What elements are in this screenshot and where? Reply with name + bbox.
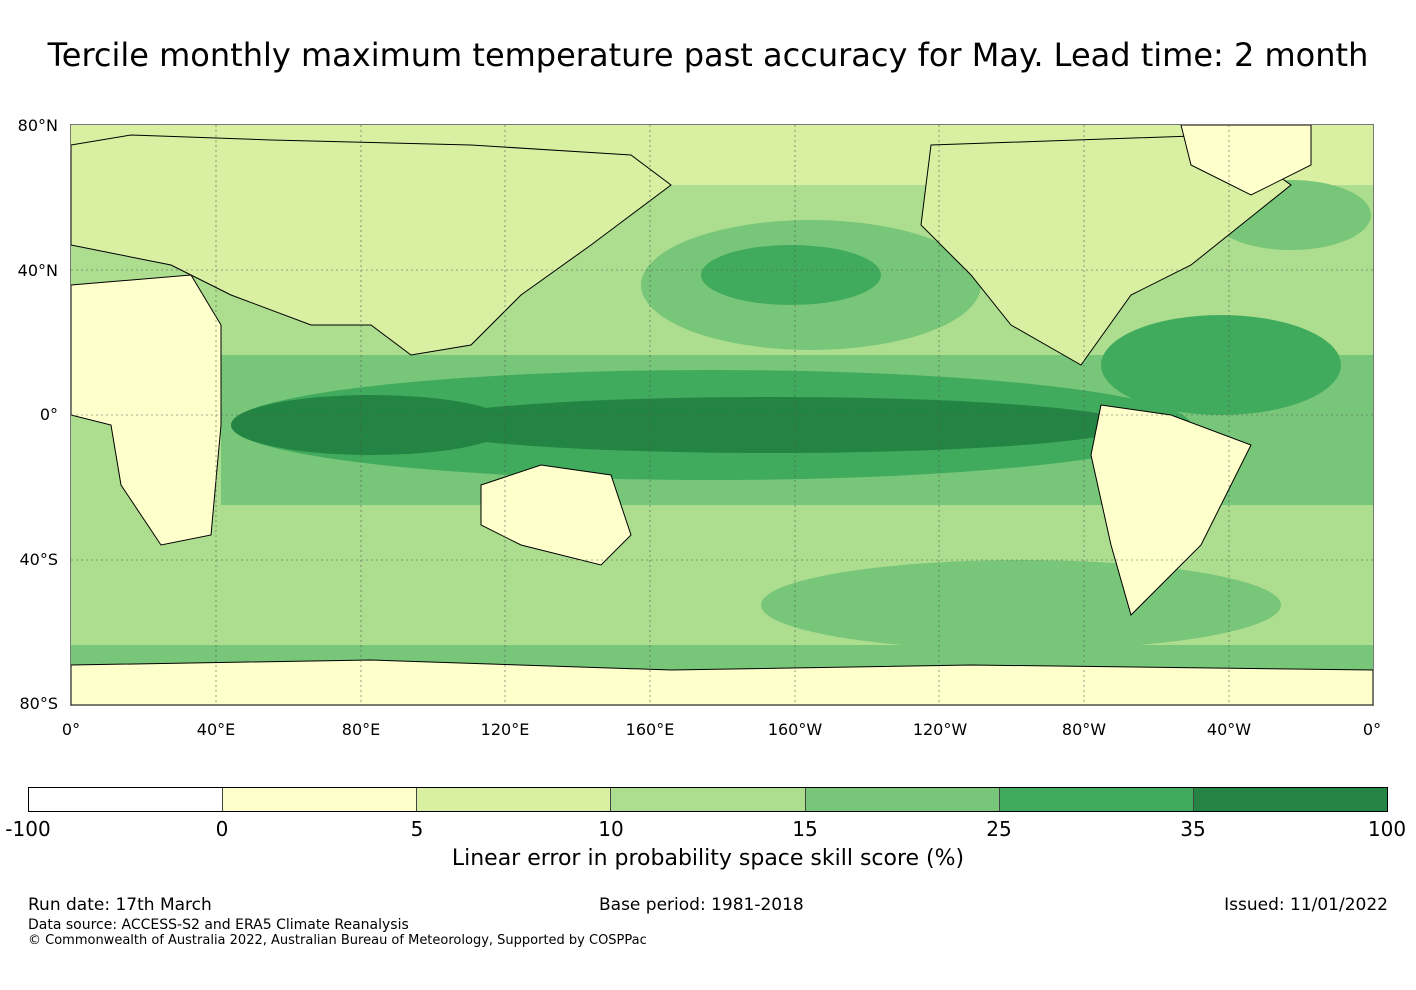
- copyright: © Commonwealth of Australia 2022, Austra…: [28, 933, 647, 948]
- lon-label-40e: 40°E: [196, 720, 236, 739]
- skill-map-canvas: [71, 125, 1373, 705]
- data-source: Data source: ACCESS-S2 and ERA5 Climate …: [28, 917, 409, 933]
- lon-label-80w: 80°W: [1061, 720, 1107, 739]
- colorbar-tick: 100: [1367, 817, 1407, 841]
- lon-label-160e: 160°E: [625, 720, 675, 739]
- colorbar-segment: [998, 788, 1193, 811]
- lon-label-120e: 120°E: [480, 720, 530, 739]
- base-period: Base period: 1981-2018: [599, 895, 804, 915]
- issued-date: Issued: 11/01/2022: [1224, 895, 1388, 915]
- tropical-atlantic-zone: [1101, 315, 1341, 415]
- antarctica-landmass: [71, 659, 1373, 705]
- lat-label-0: 0°: [39, 405, 58, 424]
- lat-label-40n: 40°N: [17, 261, 58, 280]
- eurasia-landmass: [71, 134, 672, 356]
- colorbar-segment: [1192, 788, 1387, 811]
- colorbar-tick: 5: [410, 817, 424, 841]
- colorbar-segment: [416, 788, 611, 811]
- run-date: Run date: 17th March: [28, 895, 212, 915]
- lat-label-80n: 80°N: [17, 116, 58, 135]
- colorbar-tick: 35: [1180, 817, 1206, 841]
- colorbar-segment: [29, 788, 223, 811]
- africa-landmass: [71, 274, 222, 546]
- lon-label-0: 0°: [61, 720, 81, 739]
- colorbar-label: Linear error in probability space skill …: [451, 846, 965, 871]
- colorbar-segment: [222, 788, 417, 811]
- colorbar-tick: -100: [5, 817, 51, 841]
- colorbar-tick: 10: [598, 817, 624, 841]
- australia-landmass: [480, 464, 632, 566]
- greenland-landmass: [1180, 125, 1312, 196]
- colorbar-tick: 15: [792, 817, 818, 841]
- lon-label-160w: 160°W: [767, 720, 823, 739]
- lon-label-40w: 40°W: [1206, 720, 1252, 739]
- colorbar: [28, 787, 1388, 812]
- lat-label-40s: 40°S: [19, 550, 58, 569]
- indian-ocean-core: [231, 395, 511, 455]
- equatorial-core: [411, 397, 1131, 453]
- south-pacific-zone: [761, 560, 1281, 650]
- colorbar-tick: 0: [215, 817, 229, 841]
- south-america-landmass: [1090, 404, 1252, 616]
- colorbar-segment: [804, 788, 999, 811]
- north-pacific-core: [701, 245, 881, 305]
- colorbar-tick: 25: [986, 817, 1012, 841]
- lat-label-80s: 80°S: [19, 694, 58, 713]
- colorbar-segment: [610, 788, 805, 811]
- lon-label-120w: 120°W: [912, 720, 968, 739]
- chart-title: Tercile monthly maximum temperature past…: [47, 36, 1369, 74]
- lon-label-80e: 80°E: [341, 720, 381, 739]
- skill-map: [70, 124, 1374, 706]
- graticule: [71, 125, 1373, 705]
- lon-label-0-east: 0°: [1362, 720, 1382, 739]
